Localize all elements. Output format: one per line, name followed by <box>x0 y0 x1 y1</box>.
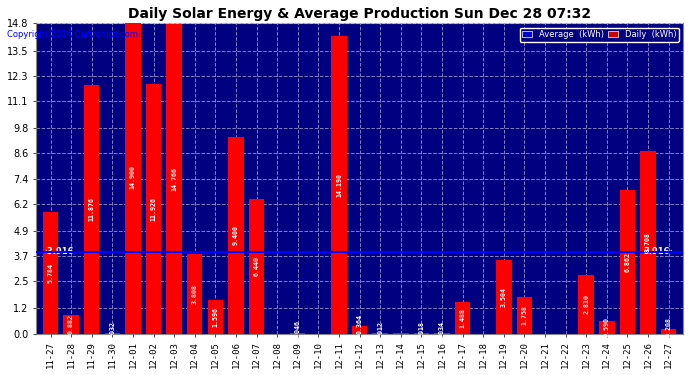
Text: 9.400: 9.400 <box>233 225 239 245</box>
Bar <box>352 326 367 333</box>
Bar <box>63 315 79 333</box>
Bar <box>331 36 346 333</box>
Bar <box>228 136 244 333</box>
Text: 11.926: 11.926 <box>150 196 157 220</box>
Text: 14.190: 14.190 <box>336 173 342 197</box>
Text: 14.900: 14.900 <box>130 165 136 189</box>
Text: 3.916←: 3.916← <box>643 247 677 256</box>
Bar <box>208 300 223 333</box>
Text: 11.876: 11.876 <box>89 197 95 221</box>
Bar <box>455 302 471 333</box>
Bar <box>146 84 161 333</box>
Title: Daily Solar Energy & Average Production Sun Dec 28 07:32: Daily Solar Energy & Average Production … <box>128 7 591 21</box>
Bar <box>578 274 594 333</box>
Text: 0.034: 0.034 <box>439 321 445 341</box>
Bar <box>496 260 511 333</box>
Bar <box>661 329 676 333</box>
Text: 8.708: 8.708 <box>645 232 651 252</box>
Text: 6.440: 6.440 <box>253 256 259 276</box>
Text: 0.046: 0.046 <box>295 321 301 340</box>
Legend: Average  (kWh), Daily  (kWh): Average (kWh), Daily (kWh) <box>520 28 679 42</box>
Text: 6.862: 6.862 <box>624 252 631 272</box>
Text: 1.596: 1.596 <box>213 307 218 327</box>
Text: 14.766: 14.766 <box>171 167 177 191</box>
Bar <box>166 24 182 333</box>
Text: 1.488: 1.488 <box>460 308 466 328</box>
Text: →3.916: →3.916 <box>40 247 74 256</box>
Text: 0.208: 0.208 <box>666 317 671 337</box>
Text: 0.882: 0.882 <box>68 314 74 334</box>
Bar <box>84 85 99 333</box>
Text: 0.590: 0.590 <box>604 317 610 338</box>
Bar <box>599 321 615 333</box>
Bar <box>249 199 264 333</box>
Text: 0.018: 0.018 <box>418 321 424 341</box>
Text: Copyright 2014 Cartronics.com: Copyright 2014 Cartronics.com <box>7 30 138 39</box>
Text: 3.504: 3.504 <box>501 287 506 307</box>
Bar <box>517 297 532 333</box>
Text: 2.810: 2.810 <box>583 294 589 314</box>
Text: 3.808: 3.808 <box>192 284 198 304</box>
Bar <box>187 254 202 333</box>
Bar <box>43 212 58 333</box>
Text: 0.032: 0.032 <box>109 321 115 341</box>
Text: 0.364: 0.364 <box>357 314 362 334</box>
Bar <box>620 190 635 333</box>
Text: 0.012: 0.012 <box>377 321 383 341</box>
Bar <box>640 151 656 333</box>
Bar <box>125 21 141 333</box>
Text: 1.758: 1.758 <box>522 305 527 325</box>
Text: 5.784: 5.784 <box>48 263 54 283</box>
